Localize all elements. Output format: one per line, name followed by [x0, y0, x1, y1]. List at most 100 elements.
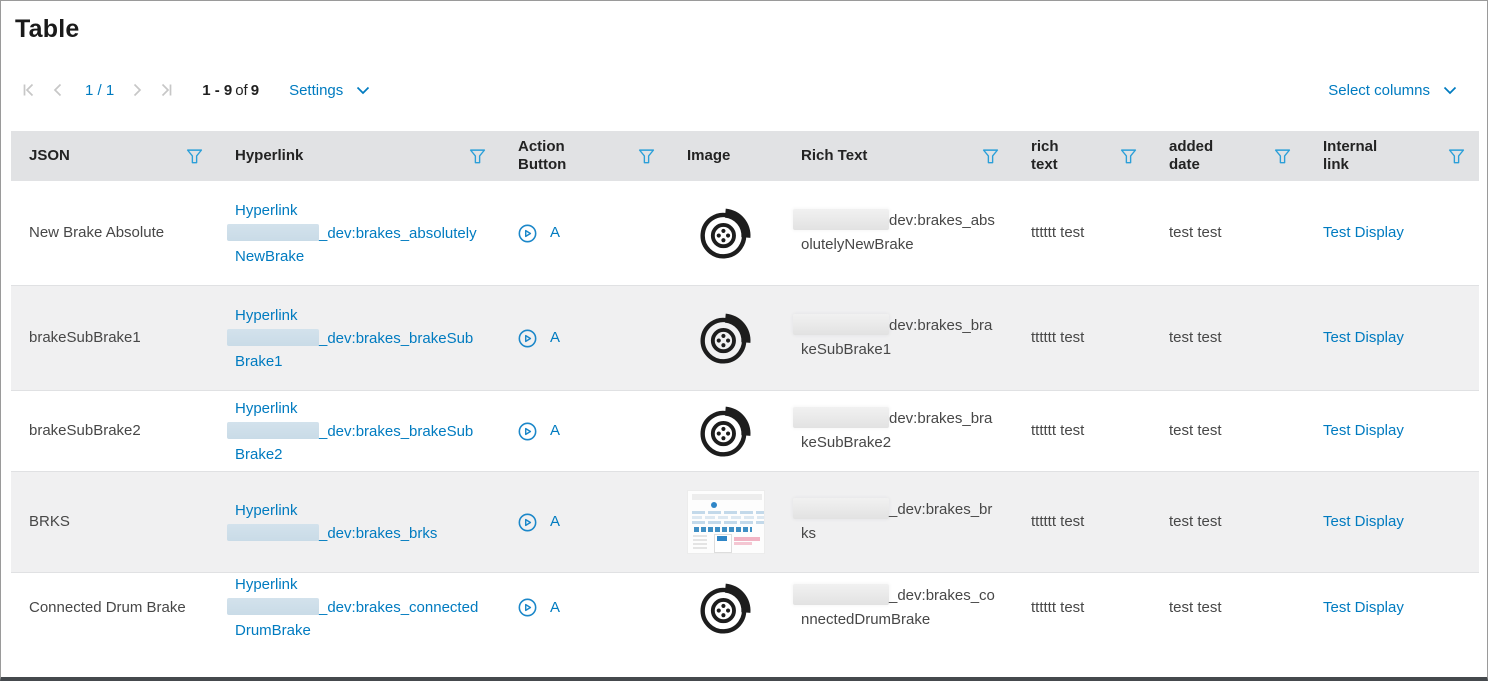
- cell-image: [669, 472, 783, 572]
- cell-json: New Brake Absolute: [11, 181, 217, 285]
- brake-disc-icon: [695, 400, 757, 462]
- cell-rich-text-2: tttttt test: [1013, 573, 1151, 642]
- cell-rich-text-2: tttttt test: [1013, 472, 1151, 572]
- page-indicator: 1 / 1: [85, 82, 114, 99]
- brake-disc-icon: [695, 307, 757, 369]
- cell-action-button: A: [500, 181, 669, 285]
- redacted-text: [793, 407, 889, 428]
- first-page-icon: [20, 82, 36, 98]
- internal-link[interactable]: Test Display: [1323, 222, 1404, 244]
- screenshot-thumbnail: [687, 490, 765, 554]
- filter-icon[interactable]: [469, 148, 486, 165]
- table-row: brakeSubBrake1 Hyperlink_dev:brakes_brak…: [11, 285, 1479, 390]
- cell-added-date: test test: [1151, 391, 1305, 471]
- cell-hyperlink: Hyperlink_dev:brakes_connectedDrumBrake: [217, 573, 500, 642]
- cell-rich-text-2: tttttt test: [1013, 181, 1151, 285]
- cell-rich-text: _dev:brakes_connectedDrumBrake: [783, 573, 1013, 642]
- filter-icon[interactable]: [186, 148, 203, 165]
- filter-icon[interactable]: [638, 148, 655, 165]
- column-header-hyperlink: Hyperlink: [217, 131, 500, 181]
- cell-rich-text: _dev:brakes_brks: [783, 472, 1013, 572]
- cell-action-button: A: [500, 391, 669, 471]
- column-header-rich-text-2: rich text: [1013, 131, 1151, 181]
- chevron-down-icon: [1443, 86, 1457, 95]
- cell-image: [669, 573, 783, 642]
- filter-icon[interactable]: [1274, 148, 1291, 165]
- internal-link[interactable]: Test Display: [1323, 511, 1404, 533]
- hyperlink-link[interactable]: Hyperlink_dev:brakes_connectedDrumBrake: [235, 573, 482, 642]
- chevron-left-icon: [50, 82, 66, 98]
- action-button[interactable]: A: [518, 597, 560, 619]
- cell-image: [669, 391, 783, 471]
- action-button[interactable]: A: [518, 511, 560, 533]
- redacted-text: [793, 314, 889, 335]
- filter-icon[interactable]: [1120, 148, 1137, 165]
- redacted-text: [793, 209, 889, 230]
- cell-rich-text: dev:brakes_brakeSubBrake2: [783, 391, 1013, 471]
- cell-hyperlink: Hyperlink_dev:brakes_brakeSubBrake1: [217, 286, 500, 390]
- cell-added-date: test test: [1151, 181, 1305, 285]
- column-header-rich-text: Rich Text: [783, 131, 1013, 181]
- chevron-right-icon: [129, 82, 145, 98]
- settings-button[interactable]: Settings: [289, 82, 370, 99]
- cell-added-date: test test: [1151, 472, 1305, 572]
- table-row: BRKS Hyperlink_dev:brakes_brks A: [11, 471, 1479, 572]
- hyperlink-link[interactable]: Hyperlink_dev:brakes_brks: [235, 499, 437, 545]
- cell-hyperlink: Hyperlink_dev:brakes_absolutelyNewBrake: [217, 181, 500, 285]
- cell-action-button: A: [500, 573, 669, 642]
- table-row: New Brake Absolute Hyperlink_dev:brakes_…: [11, 181, 1479, 285]
- hyperlink-link[interactable]: Hyperlink_dev:brakes_brakeSubBrake2: [235, 397, 482, 466]
- column-header-json: JSON: [11, 131, 217, 181]
- cell-image: [669, 286, 783, 390]
- cell-rich-text-2: tttttt test: [1013, 286, 1151, 390]
- cell-image: [669, 181, 783, 285]
- filter-icon[interactable]: [982, 148, 999, 165]
- app-window: Table 1 / 1 1 - 9of9 Settings Select col…: [0, 0, 1488, 681]
- cell-json: brakeSubBrake2: [11, 391, 217, 471]
- first-page-button[interactable]: [19, 81, 37, 99]
- select-columns-button[interactable]: Select columns: [1328, 82, 1457, 99]
- previous-page-button[interactable]: [49, 81, 67, 99]
- cell-internal-link: Test Display: [1305, 391, 1479, 471]
- internal-link[interactable]: Test Display: [1323, 420, 1404, 442]
- cell-added-date: test test: [1151, 286, 1305, 390]
- toolbar: 1 / 1 1 - 9of9 Settings Select columns: [19, 74, 1469, 106]
- table-row: brakeSubBrake2 Hyperlink_dev:brakes_brak…: [11, 390, 1479, 471]
- cell-json: Connected Drum Brake: [11, 573, 217, 642]
- brake-disc-icon: [695, 577, 757, 639]
- action-button[interactable]: A: [518, 222, 560, 244]
- redacted-text: [227, 422, 319, 439]
- redacted-text: [793, 584, 889, 605]
- next-page-button[interactable]: [128, 81, 146, 99]
- last-page-button[interactable]: [158, 81, 176, 99]
- cell-rich-text: dev:brakes_absolutelyNewBrake: [783, 181, 1013, 285]
- last-page-icon: [159, 82, 175, 98]
- action-button[interactable]: A: [518, 420, 560, 442]
- cell-internal-link: Test Display: [1305, 573, 1479, 642]
- internal-link[interactable]: Test Display: [1323, 597, 1404, 619]
- play-circle-icon: [518, 513, 537, 532]
- table-header-row: JSON Hyperlink Action Button Image Rich …: [11, 131, 1479, 181]
- cell-hyperlink: Hyperlink_dev:brakes_brks: [217, 472, 500, 572]
- play-circle-icon: [518, 224, 537, 243]
- data-table: JSON Hyperlink Action Button Image Rich …: [11, 131, 1479, 642]
- action-button[interactable]: A: [518, 327, 560, 349]
- hyperlink-link[interactable]: Hyperlink_dev:brakes_brakeSubBrake1: [235, 304, 482, 373]
- hyperlink-link[interactable]: Hyperlink_dev:brakes_absolutelyNewBrake: [235, 199, 482, 268]
- internal-link[interactable]: Test Display: [1323, 327, 1404, 349]
- play-circle-icon: [518, 422, 537, 441]
- table-row: Connected Drum Brake Hyperlink_dev:brake…: [11, 572, 1479, 642]
- cell-internal-link: Test Display: [1305, 181, 1479, 285]
- cell-json: BRKS: [11, 472, 217, 572]
- column-header-action-button: Action Button: [500, 131, 669, 181]
- filter-icon[interactable]: [1448, 148, 1465, 165]
- cell-hyperlink: Hyperlink_dev:brakes_brakeSubBrake2: [217, 391, 500, 471]
- redacted-text: [227, 329, 319, 346]
- cell-json: brakeSubBrake1: [11, 286, 217, 390]
- cell-added-date: test test: [1151, 573, 1305, 642]
- play-circle-icon: [518, 598, 537, 617]
- play-circle-icon: [518, 329, 537, 348]
- redacted-text: [227, 224, 319, 241]
- cell-internal-link: Test Display: [1305, 472, 1479, 572]
- cell-rich-text: dev:brakes_brakeSubBrake1: [783, 286, 1013, 390]
